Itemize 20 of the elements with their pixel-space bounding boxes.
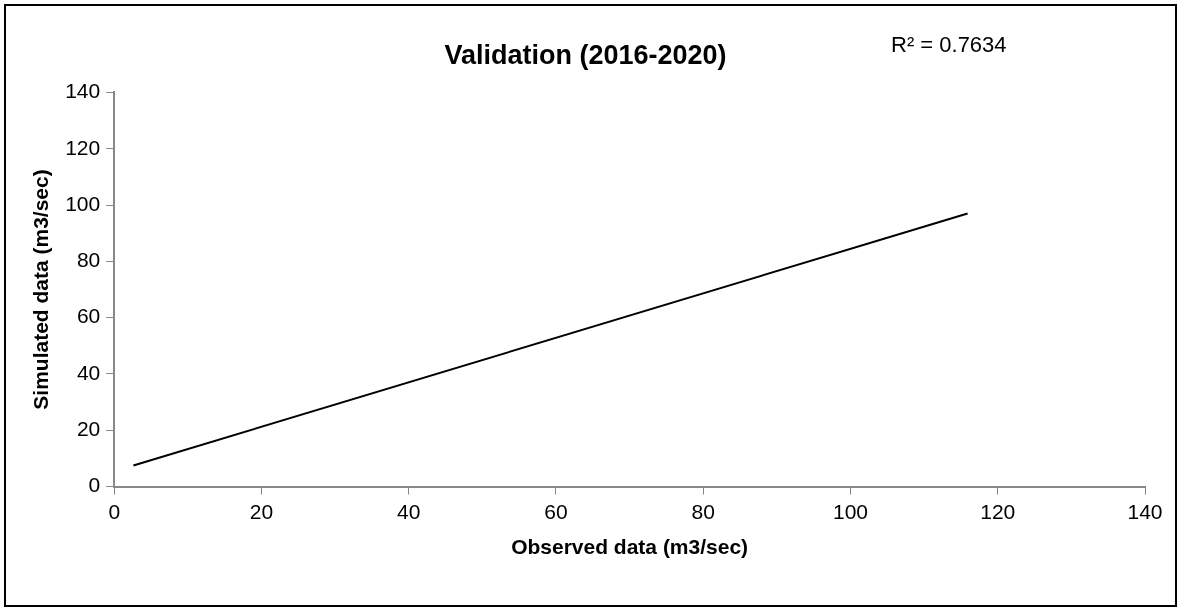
x-tick-label: 40 bbox=[397, 500, 421, 523]
y-axis-title: Simulated data (m3/sec) bbox=[29, 169, 53, 410]
x-tick-label: 20 bbox=[249, 500, 274, 523]
x-axis-title: Observed data (m3/sec) bbox=[511, 535, 749, 559]
x-tick-label: 140 bbox=[1127, 500, 1163, 523]
x-tick-label: 60 bbox=[544, 500, 568, 523]
y-tick-label: 140 bbox=[65, 79, 101, 103]
x-tick-label: 100 bbox=[832, 500, 869, 523]
y-tick-label: 0 bbox=[88, 473, 101, 497]
text: R² = 0.7634 bbox=[891, 32, 1007, 58]
y-tick-label: 100 bbox=[65, 191, 101, 215]
x-tick-label: 0 bbox=[108, 500, 121, 523]
y-tick-label: 80 bbox=[76, 248, 101, 272]
y-tick-label: 20 bbox=[76, 417, 101, 441]
y-tick-label: 40 bbox=[76, 360, 101, 384]
x-tick-label: 120 bbox=[980, 500, 1016, 523]
x-tick-label: 80 bbox=[691, 500, 715, 523]
chart-title: Validation (2016-2020) bbox=[444, 39, 727, 70]
y-tick-label: 120 bbox=[65, 135, 101, 159]
y-tick-label: 60 bbox=[76, 304, 101, 328]
